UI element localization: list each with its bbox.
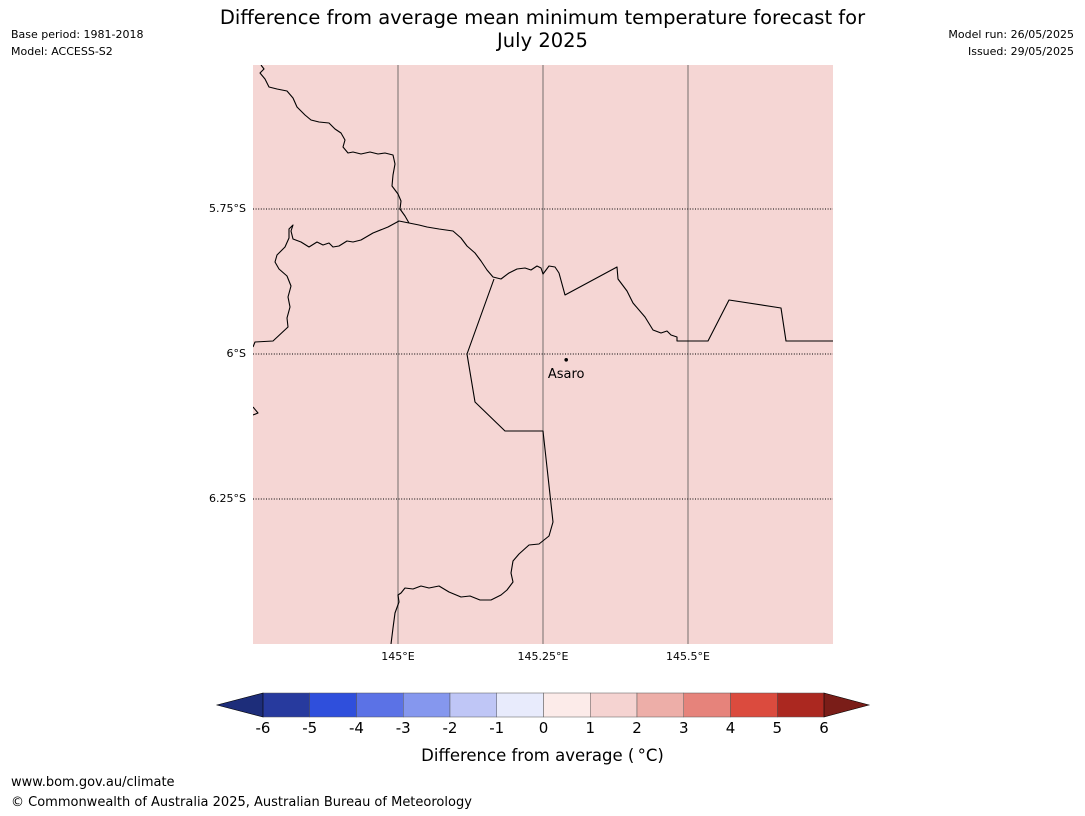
lat-label-6-25: 6.25°S xyxy=(209,492,246,505)
colorbar-tick-label: -5 xyxy=(302,719,318,737)
colorbar-segment xyxy=(730,692,778,718)
colorbar-tick-label: 6 xyxy=(819,719,829,737)
title-line-1: Difference from average mean minimum tem… xyxy=(219,6,866,29)
forecast-map: Asaro xyxy=(253,65,833,644)
colorbar-segment xyxy=(309,692,357,718)
lon-label-145-25: 145.25°E xyxy=(517,650,569,663)
colorbar-tick-label: -2 xyxy=(442,719,458,737)
lon-label-145-5: 145.5°E xyxy=(666,650,710,663)
colorbar-over-arrow xyxy=(823,692,871,718)
boundary-west-stub xyxy=(253,406,259,416)
title-line-2: July 2025 xyxy=(497,29,588,52)
issued-text: Issued: 29/05/2025 xyxy=(967,45,1074,58)
colorbar-segment xyxy=(683,692,731,718)
colorbar-tick-label: 0 xyxy=(538,719,549,737)
boundary-south xyxy=(390,278,554,644)
colorbar-tick-label: -4 xyxy=(349,719,364,737)
colorbar-tick-label: -1 xyxy=(489,719,505,737)
model-run-text: Model run: 26/05/2025 xyxy=(948,28,1074,41)
map-title: Difference from average mean minimum tem… xyxy=(0,6,1085,52)
boundary-east xyxy=(408,222,833,342)
boundary-central xyxy=(253,220,410,348)
colorbar-tick-label: 3 xyxy=(678,719,689,737)
model-text: Model: ACCESS-S2 xyxy=(11,45,113,58)
base-period-text: Base period: 1981-2018 xyxy=(11,28,144,41)
colorbar-segment xyxy=(356,692,404,718)
colorbar-segment xyxy=(496,692,544,718)
colorbar-segment xyxy=(262,692,310,718)
boundary-north xyxy=(259,65,410,224)
lat-label-5-75: 5.75°S xyxy=(209,202,246,215)
footer-url: www.bom.gov.au/climate xyxy=(11,775,175,790)
asaro-marker xyxy=(564,358,568,362)
lat-label-6: 6°S xyxy=(226,347,246,360)
colorbar-title: Difference from average ( °C) xyxy=(421,746,664,765)
asaro-label: Asaro xyxy=(548,367,585,382)
colorbar-tick-label: -3 xyxy=(395,719,411,737)
colorbar-segment xyxy=(590,692,638,718)
colorbar-tick-label: 1 xyxy=(585,719,596,737)
colorbar-segment xyxy=(636,692,684,718)
colorbar-under-arrow xyxy=(215,692,264,718)
colorbar-tick-label: 5 xyxy=(772,719,783,737)
colorbar xyxy=(215,692,871,718)
colorbar-tick-label: 4 xyxy=(725,719,736,737)
footer-copyright: © Commonwealth of Australia 2025, Austra… xyxy=(11,795,472,810)
lon-label-145: 145°E xyxy=(381,650,415,663)
colorbar-tick-label: -6 xyxy=(255,719,271,737)
colorbar-segment xyxy=(449,692,497,718)
colorbar-segment xyxy=(403,692,451,718)
colorbar-segment xyxy=(543,692,591,718)
colorbar-tick-label: 2 xyxy=(632,719,642,737)
colorbar-segment xyxy=(777,692,825,718)
colorbar-segments xyxy=(262,692,825,718)
